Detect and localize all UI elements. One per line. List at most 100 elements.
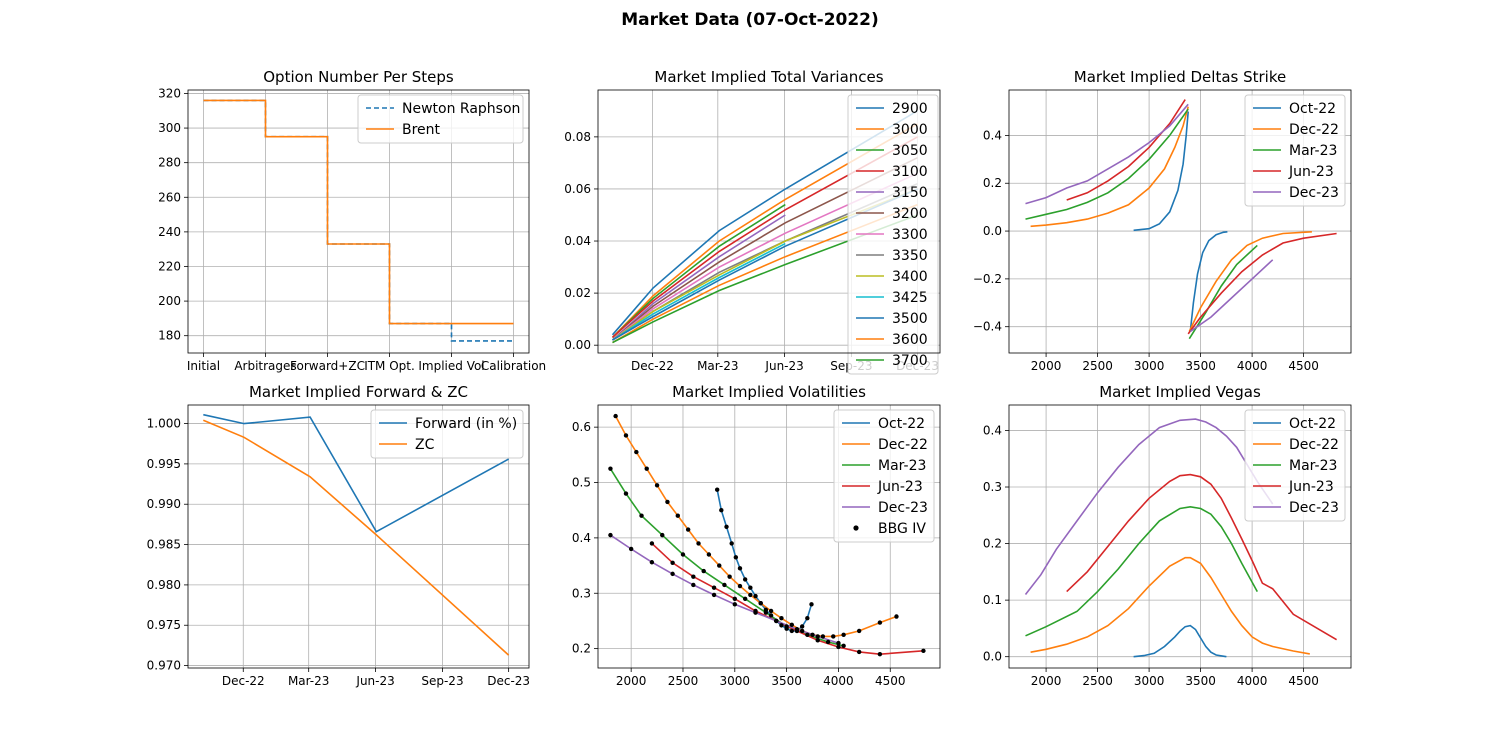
- legend: Oct-22 Dec-22 Mar-23 Jun-23 Dec-23: [1244, 94, 1346, 207]
- x-tick-label: 2000: [616, 674, 647, 688]
- x-tick-label: Sep-23: [421, 674, 463, 688]
- plot-area: [203, 99, 514, 342]
- series-line: [612, 203, 918, 344]
- bbg-iv-point: [737, 566, 743, 571]
- legend-entry: Dec-22: [1289, 437, 1339, 453]
- series-line: [1030, 106, 1189, 228]
- x-tick-label: 4000: [823, 674, 854, 688]
- y-tick-label: 0.0: [983, 224, 1002, 238]
- bbg-iv-point: [685, 527, 691, 532]
- y-tick-label: 0.980: [147, 578, 181, 592]
- x-tick-label: Jun-23: [764, 359, 803, 373]
- y-tick-label: 0.4: [572, 531, 591, 545]
- bbg-iv-point: [836, 644, 841, 650]
- bbg-iv-point: [675, 513, 680, 518]
- figure-title: Market Data (07-Oct-2022): [621, 10, 879, 30]
- legend-entry: 3400: [892, 269, 928, 285]
- legend-entry: 3500: [892, 311, 928, 327]
- y-tick-label: 0.2: [983, 176, 1002, 190]
- axes-frame: [1008, 404, 1352, 669]
- series-line: [1189, 231, 1228, 332]
- bbg-iv-point: [644, 466, 649, 471]
- legend-box: [357, 94, 524, 144]
- legend-entry: 3425: [892, 290, 928, 306]
- bbg-iv-point: [680, 552, 686, 557]
- series-line: [612, 214, 918, 344]
- legend-box: [1244, 94, 1346, 207]
- series-line: [1188, 244, 1258, 340]
- plot-area: [202, 413, 510, 656]
- y-tick-label: −0.4: [973, 320, 1002, 334]
- legend-entry: 3700: [892, 353, 928, 369]
- x-tick-label: 3000: [1134, 359, 1165, 373]
- bbg-iv-point: [805, 615, 810, 621]
- legend-entry: BBG IV: [878, 521, 926, 537]
- legend-entry: 3000: [892, 122, 928, 138]
- bbg-iv-point: [729, 541, 734, 546]
- bbg-iv-point: [805, 632, 810, 637]
- bbg-iv-point: [670, 560, 675, 565]
- bbg-iv-point: [877, 651, 883, 657]
- x-tick-label: 4500: [875, 674, 906, 688]
- bbg-iv-point: [779, 615, 784, 621]
- legend: Oct-22 Dec-22 Mar-23 Jun-23 Dec-23: [1244, 409, 1346, 522]
- legend-entry: Mar-23: [1289, 143, 1337, 159]
- bbg-iv-point: [779, 623, 784, 628]
- bbg-iv-point: [711, 592, 717, 598]
- bbg-iv-point: [654, 483, 660, 488]
- bbg-iv-point: [608, 532, 613, 538]
- bbg-iv-point: [628, 546, 634, 552]
- legend-entry: Newton Raphson: [402, 101, 520, 117]
- series-line: [1133, 111, 1189, 232]
- subplot-title: Market Implied Deltas Strike: [1074, 68, 1286, 86]
- bbg-iv-point: [810, 632, 815, 637]
- bbg-iv-point: [841, 632, 846, 637]
- legend-entry: Dec-23: [1289, 185, 1339, 201]
- y-tick-label: 0.975: [147, 618, 181, 632]
- series-line: [612, 188, 918, 341]
- y-tick-label: 1.000: [147, 417, 181, 431]
- bbg-iv-point: [799, 628, 805, 634]
- legend-entry: Jun-23: [877, 479, 923, 495]
- bbg-iv-point: [742, 596, 748, 601]
- series-line: [203, 413, 509, 533]
- bbg-iv-point: [753, 610, 758, 615]
- bbg-iv-point: [815, 638, 820, 643]
- series-line: [1133, 624, 1227, 658]
- bbg-iv-point: [696, 541, 701, 546]
- y-tick-label: 0.1: [983, 593, 1002, 607]
- y-tick-label: 240: [158, 225, 181, 239]
- series-line: [1066, 99, 1186, 201]
- legend-entry: Jun-23: [1288, 479, 1334, 495]
- y-tick-label: 0.2: [983, 537, 1002, 551]
- series-line: [611, 136, 918, 338]
- subplot-4: Dec-22 Mar-23 Jun-23 Sep-23 Dec-23 0.970 0.975…: [147, 383, 530, 688]
- subplot-3: 2000 2500 3000 3500 4000 4500 −0.4 −0.2 0.0 0.2 0.…: [973, 68, 1351, 373]
- y-tick-label: 0.2: [572, 642, 591, 656]
- bbg-iv-point: [784, 624, 789, 629]
- x-tick-label: Mar-23: [697, 359, 738, 373]
- subplot-title: Market Implied Total Variances: [654, 68, 883, 86]
- legend-entry: 3200: [892, 206, 928, 222]
- legend-entry: Jun-23: [1288, 164, 1334, 180]
- bbg-iv-point: [820, 634, 826, 639]
- bbg-iv-point: [714, 487, 720, 492]
- bbg-iv-point: [774, 618, 779, 624]
- bbg-iv-point: [815, 634, 820, 639]
- subplot-title: Market Implied Vegas: [1099, 383, 1261, 401]
- x-tick-label: Calibration: [481, 359, 546, 373]
- y-tick-label: 200: [158, 294, 181, 308]
- legend-entry: 3300: [892, 227, 928, 243]
- x-tick-label: 2000: [1031, 674, 1062, 688]
- bbg-iv-point: [737, 583, 743, 589]
- bbg-iv-point: [794, 627, 800, 632]
- legend-entry: 3350: [892, 248, 928, 264]
- bbg-iv-point: [894, 614, 899, 619]
- series-line: [651, 542, 924, 656]
- series-line: [203, 99, 514, 325]
- bbg-iv-point: [717, 563, 722, 568]
- series-line: [1025, 505, 1259, 637]
- bbg-iv-point: [722, 582, 727, 588]
- plot-area: [611, 110, 918, 344]
